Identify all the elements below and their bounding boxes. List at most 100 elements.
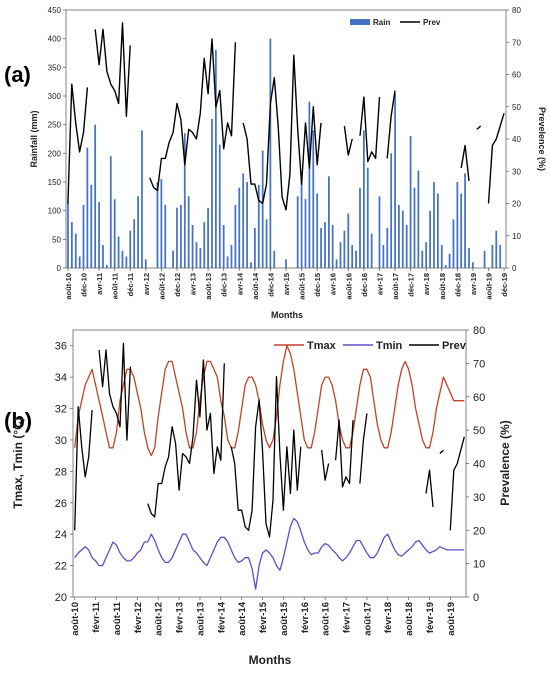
rain-bar	[409, 136, 412, 268]
prev-line-b	[321, 450, 330, 481]
rain-bar	[347, 213, 350, 268]
rain-bar	[448, 253, 451, 268]
prevalence-axis-b: 0 10 20 30 40 50 60 70 80	[466, 325, 485, 604]
prev-line-b	[74, 406, 93, 531]
rain-bar	[141, 130, 143, 268]
x-tick-label: févr-15	[258, 601, 269, 633]
panel-b-temperature-prevalence: (b) 20 22 24 26 28 30 32 34 36 0 10 20 30 40 50 60 70 80…	[4, 325, 512, 667]
rain-bar	[378, 196, 381, 268]
y2-tick-label: 60	[512, 71, 521, 80]
plot-frame-a	[65, 9, 507, 269]
y2-tick-label: 70	[473, 358, 485, 370]
rain-bar	[113, 199, 116, 268]
rain-bar	[335, 259, 338, 268]
y-axis-title-b: Tmax, Tmin (°C)	[11, 417, 25, 508]
rain-bar	[238, 187, 241, 268]
rain-bar	[433, 182, 435, 268]
y2-tick-label: 60	[473, 392, 485, 404]
rain-bars	[67, 38, 502, 269]
x-tick-label: déc-14	[266, 272, 275, 297]
x-tick-label: avr-14	[235, 272, 244, 295]
rain-bar	[71, 222, 73, 268]
rain-bar	[417, 170, 420, 268]
rain-bar	[187, 196, 190, 268]
plot-frame-b	[72, 329, 467, 598]
rain-bar	[363, 130, 365, 268]
y2-tick-label: 20	[473, 525, 485, 537]
tmin-line	[74, 517, 465, 590]
rain-bar	[316, 193, 319, 268]
x-tick-label: août-17	[362, 602, 373, 636]
y-tick-label: 250	[48, 121, 62, 130]
rain-bar	[195, 242, 198, 268]
x-tick-label: août-10	[64, 273, 73, 300]
x-tick-label: avr-19	[469, 273, 478, 295]
rain-bar	[452, 219, 455, 268]
y-tick-label: 50	[52, 235, 61, 244]
rain-bar	[394, 93, 396, 268]
x-tick-label: août-16	[344, 273, 353, 300]
rain-bar	[172, 250, 174, 268]
y-tick-label: 32	[55, 404, 67, 416]
x-tick-label: déc-16	[360, 273, 369, 297]
legend-b: Tmax Tmin Prev	[274, 340, 467, 352]
x-tick-label: févr-11	[91, 601, 102, 632]
rain-bar	[273, 250, 276, 268]
rain-bar	[386, 227, 389, 268]
legend-rain-swatch	[350, 19, 370, 25]
rain-bar	[328, 176, 330, 268]
rain-bar	[405, 225, 408, 268]
rain-bar	[144, 259, 147, 268]
x-tick-label: août-12	[154, 602, 165, 636]
tmax-line	[74, 345, 465, 457]
y2-axis-title-a: Prevelence (%)	[537, 107, 547, 171]
rain-bar	[421, 250, 424, 268]
rain-bar	[176, 207, 178, 268]
rain-bar	[444, 265, 447, 268]
prev-series-segment	[242, 54, 322, 211]
rain-bar	[440, 245, 443, 268]
x-tick-label: déc-17	[407, 273, 416, 297]
prev-series-segment	[343, 126, 353, 156]
x-tick-label: févr-17	[342, 602, 353, 633]
x-tick-label: avr-11	[95, 273, 104, 295]
x-tick-label: août-14	[251, 272, 260, 300]
prevalence-axis-a: 0 10 20 30 40 50 60 70 80	[506, 6, 521, 273]
rain-bar	[491, 245, 494, 268]
y-tick-label: 34	[55, 372, 67, 384]
rain-bar	[137, 196, 139, 268]
rain-bar	[230, 245, 233, 268]
rain-bar	[370, 233, 373, 268]
rain-bar	[133, 219, 136, 268]
rain-bar	[129, 230, 132, 268]
y2-tick-label: 10	[473, 559, 485, 571]
y-tick-label: 26	[55, 498, 67, 510]
y-tick-label: 350	[48, 63, 62, 72]
prev-line-b	[449, 436, 465, 531]
rain-bar	[355, 250, 357, 268]
rain-bar	[265, 219, 268, 268]
rain-bar	[495, 230, 498, 268]
y-axis-title-a: Rainfall (mm)	[29, 110, 39, 167]
x-tick-label: août-16	[321, 602, 332, 636]
panel-a-rainfall-prevalence: (a) 0 50 100 150 200 250 300 350 400 450 0 10 20 30 4…	[4, 6, 547, 320]
prev-line-b	[439, 449, 444, 454]
legend-prev-label: Prev	[423, 18, 441, 27]
x-axis-title-a: Months	[271, 310, 303, 320]
x-tick-label: août-14	[237, 601, 248, 636]
x-tick-label: avr-13	[189, 273, 198, 295]
x-tick-label: déc-11	[126, 273, 135, 296]
x-tick-label: déc-13	[220, 273, 229, 297]
x-tick-label: févr-14	[216, 601, 227, 633]
panel-a-label: (a)	[4, 62, 31, 87]
y2-tick-label: 20	[512, 200, 521, 209]
legend-a: Rain Prev	[350, 18, 441, 27]
rain-bar	[312, 130, 315, 268]
rain-bar	[82, 204, 85, 268]
legend-prev-label-b: Prev	[442, 340, 467, 352]
y2-tick-label: 80	[512, 6, 521, 15]
x-tick-label: févr-12	[133, 602, 144, 633]
prev-line-b	[230, 376, 302, 538]
y2-tick-label: 0	[473, 592, 479, 604]
prev-line-b	[425, 469, 434, 507]
